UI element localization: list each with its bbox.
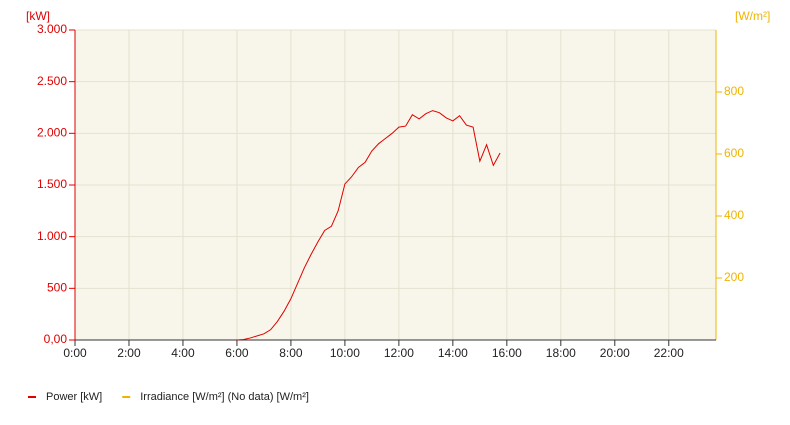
y2-tick-label: 600 bbox=[724, 146, 744, 160]
y-axis-label: [kW] bbox=[26, 9, 50, 23]
x-tick-label: 8:00 bbox=[279, 346, 303, 360]
y2-tick-label: 800 bbox=[724, 84, 744, 98]
data-line bbox=[236, 110, 501, 341]
x-tick-label: 20:00 bbox=[600, 346, 630, 360]
legend-label: Power [kW] bbox=[46, 391, 102, 403]
y-tick-label: 1.000 bbox=[37, 229, 67, 243]
y-tick-label: 0,00 bbox=[44, 332, 68, 346]
x-tick-label: 22:00 bbox=[654, 346, 684, 360]
x-tick-label: 4:00 bbox=[171, 346, 195, 360]
x-tick-label: 14:00 bbox=[438, 346, 468, 360]
y-tick-label: 2.000 bbox=[37, 126, 67, 140]
y-tick-label: 2.500 bbox=[37, 74, 67, 88]
x-tick-label: 16:00 bbox=[492, 346, 522, 360]
x-tick-label: 0:00 bbox=[63, 346, 87, 360]
x-tick-label: 12:00 bbox=[384, 346, 414, 360]
y2-tick-label: 400 bbox=[724, 208, 744, 222]
x-tick-label: 18:00 bbox=[546, 346, 576, 360]
y-tick-label: 3.000 bbox=[37, 22, 67, 36]
y2-tick-label: 200 bbox=[724, 270, 744, 284]
legend-label: Irradiance [W/m²] (No data) [W/m²] bbox=[140, 391, 309, 403]
x-tick-label: 6:00 bbox=[225, 346, 249, 360]
x-tick-label: 2:00 bbox=[117, 346, 141, 360]
x-tick-label: 10:00 bbox=[330, 346, 360, 360]
y-tick-label: 500 bbox=[47, 281, 67, 295]
y2-axis-label: [W/m²] bbox=[735, 9, 770, 23]
y-tick-label: 1.500 bbox=[37, 177, 67, 191]
